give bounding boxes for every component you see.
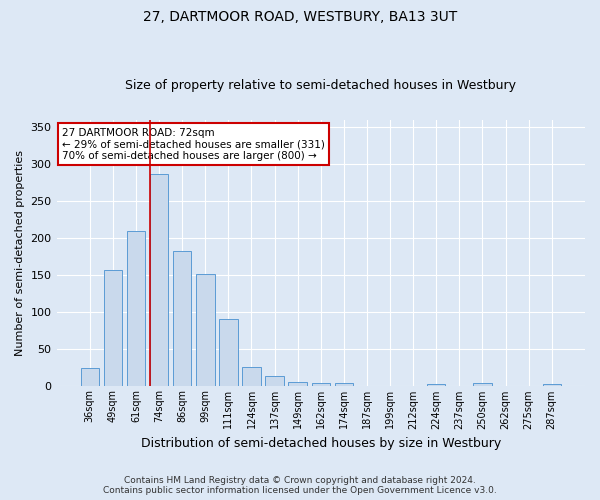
Bar [219, 319, 238, 386]
Bar [242, 367, 261, 386]
Bar [542, 384, 561, 386]
Bar [104, 270, 122, 386]
Text: 27 DARTMOOR ROAD: 72sqm
← 29% of semi-detached houses are smaller (331)
70% of s: 27 DARTMOOR ROAD: 72sqm ← 29% of semi-de… [62, 128, 325, 161]
Bar [289, 382, 307, 386]
X-axis label: Distribution of semi-detached houses by size in Westbury: Distribution of semi-detached houses by … [140, 437, 501, 450]
Bar [311, 382, 330, 386]
Bar [196, 274, 215, 386]
Bar [127, 230, 145, 386]
Bar [335, 384, 353, 386]
Bar [80, 368, 99, 386]
Text: 27, DARTMOOR ROAD, WESTBURY, BA13 3UT: 27, DARTMOOR ROAD, WESTBURY, BA13 3UT [143, 10, 457, 24]
Bar [265, 376, 284, 386]
Y-axis label: Number of semi-detached properties: Number of semi-detached properties [15, 150, 25, 356]
Bar [173, 250, 191, 386]
Bar [473, 384, 491, 386]
Bar [150, 174, 169, 386]
Title: Size of property relative to semi-detached houses in Westbury: Size of property relative to semi-detach… [125, 79, 516, 92]
Bar [427, 384, 445, 386]
Text: Contains HM Land Registry data © Crown copyright and database right 2024.
Contai: Contains HM Land Registry data © Crown c… [103, 476, 497, 495]
